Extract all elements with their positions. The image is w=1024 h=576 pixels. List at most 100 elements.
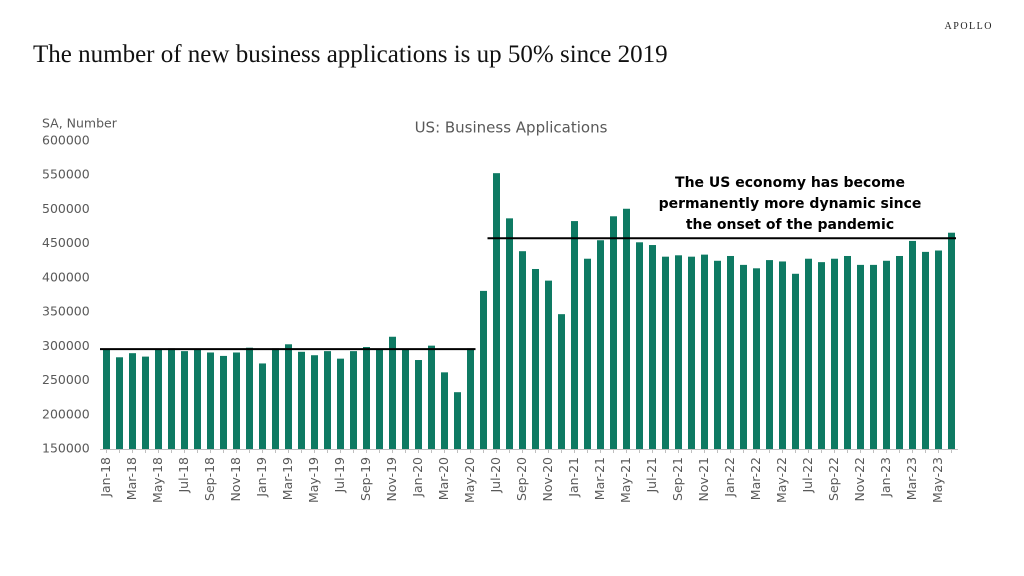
y-axis-label: SA, Number: [42, 116, 118, 131]
bar: [311, 355, 318, 449]
bar: [116, 357, 123, 449]
bar: [688, 256, 695, 449]
bar: [389, 336, 396, 449]
bar: [194, 349, 201, 449]
bar: [363, 347, 370, 449]
y-tick-label: 550000: [42, 167, 90, 182]
bar: [636, 242, 643, 449]
bar: [922, 251, 929, 449]
bar: [558, 314, 565, 449]
bar: [740, 264, 747, 449]
bar: [805, 258, 812, 449]
bar: [428, 345, 435, 449]
bar: [415, 360, 422, 449]
y-tick-label: 300000: [42, 338, 90, 353]
brand: APOLLO: [945, 21, 993, 32]
bar: [909, 240, 916, 449]
bar: [766, 260, 773, 449]
x-tick-label: Nov-21: [696, 457, 711, 501]
bar: [350, 351, 357, 449]
bar: [402, 349, 409, 449]
bar: [623, 208, 630, 449]
bar: [337, 358, 344, 449]
x-tick-label: Mar-19: [280, 457, 295, 500]
chart-title: US: Business Applications: [415, 119, 608, 137]
x-tick-label: Jan-21: [566, 457, 581, 498]
x-tick-label: Jul-22: [800, 457, 815, 494]
x-tick-label: Nov-19: [384, 457, 399, 502]
bar: [168, 348, 175, 449]
bar: [181, 351, 188, 449]
bar: [948, 232, 955, 449]
annotation: The US economy has become: [675, 175, 905, 191]
y-tick-label: 500000: [42, 201, 90, 216]
bar: [376, 349, 383, 449]
bar: [103, 349, 110, 449]
x-tick-label: Mar-20: [436, 457, 451, 500]
x-tick-label: Jan-19: [254, 457, 269, 498]
x-tick-label: Nov-22: [852, 457, 867, 501]
bar: [298, 351, 305, 449]
bar: [571, 221, 578, 449]
x-tick-label: May-18: [150, 457, 165, 503]
y-tick-label: 600000: [42, 133, 90, 148]
annotation: permanently more dynamic since: [659, 196, 922, 212]
x-tick-label: Jan-18: [98, 457, 113, 498]
x-tick-label: Nov-18: [228, 457, 243, 502]
bar: [597, 240, 604, 449]
y-tick-label: 350000: [42, 304, 90, 319]
x-tick-label: May-19: [306, 457, 321, 503]
x-tick-label: Jul-19: [332, 457, 347, 494]
bar: [142, 356, 149, 449]
x-tick-label: May-21: [618, 457, 633, 503]
x-tick-label: Sep-19: [358, 457, 373, 501]
bar: [506, 218, 513, 449]
y-tick-label: 250000: [42, 372, 90, 387]
bar: [272, 348, 279, 449]
bar: [675, 255, 682, 449]
annotation: the onset of the pandemic: [686, 217, 894, 233]
y-tick-label: 400000: [42, 269, 90, 284]
bar: [545, 280, 552, 449]
bar: [324, 351, 331, 449]
bar: [610, 216, 617, 449]
bar: [857, 264, 864, 449]
bar: [532, 268, 539, 449]
bar: [831, 258, 838, 449]
bar: [233, 352, 240, 449]
bar: [753, 268, 760, 449]
bar: [727, 255, 734, 449]
y-tick-label: 150000: [42, 441, 90, 456]
x-tick-label: May-20: [462, 457, 477, 503]
bar: [584, 258, 591, 449]
x-tick-label: Sep-18: [202, 457, 217, 501]
bar: [714, 260, 721, 449]
bar: [467, 348, 474, 449]
y-tick-label: 450000: [42, 235, 90, 250]
x-tick-label: Sep-22: [826, 457, 841, 501]
bar: [246, 347, 253, 449]
bar: [519, 251, 526, 449]
bar: [870, 264, 877, 449]
bar: [493, 173, 500, 449]
bar: [935, 250, 942, 449]
bar: [883, 260, 890, 449]
x-tick-label: Nov-20: [540, 457, 555, 502]
x-tick-label: Jul-21: [644, 457, 659, 494]
x-tick-label: Sep-20: [514, 457, 529, 501]
bar: [844, 255, 851, 449]
x-tick-label: Mar-21: [592, 457, 607, 500]
bar: [454, 392, 461, 449]
bar: [896, 255, 903, 449]
x-tick-label: Jan-22: [722, 457, 737, 498]
bar: [441, 372, 448, 449]
x-tick-label: Mar-22: [748, 457, 763, 500]
bar: [129, 353, 136, 449]
bar: [259, 363, 266, 449]
y-tick-label: 200000: [42, 406, 90, 421]
bar: [701, 254, 708, 449]
bar: [792, 273, 799, 449]
bar: [155, 349, 162, 449]
x-tick-label: Jan-23: [878, 457, 893, 498]
